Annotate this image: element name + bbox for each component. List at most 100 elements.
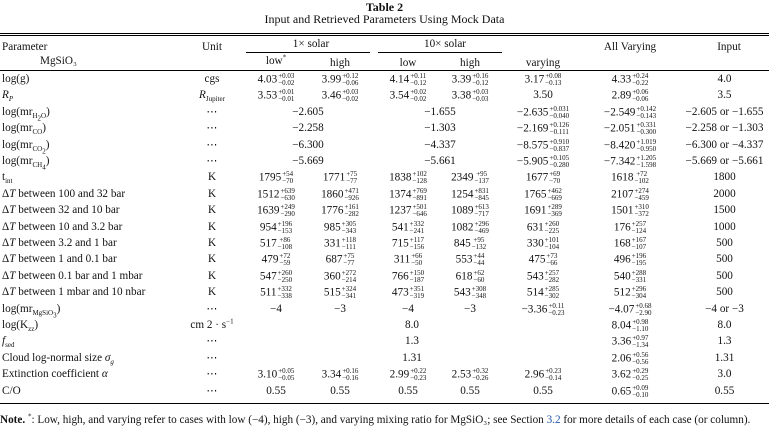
row-input: −4 or −3 [705,303,744,315]
row-value: 1838 +102 −128 [389,170,427,185]
row-unit: K [207,171,217,183]
row-value: 687 +75 −77 [325,252,355,267]
row-unit: ⋯ [206,106,218,118]
row-value: 3.46 +0.03 −0.02 [321,88,359,103]
row-unit: K [207,221,217,233]
row-value: 4.33 +0.24 −0.22 [611,72,649,87]
header-rule [0,70,769,71]
row-value: 515 +324 −341 [323,285,357,300]
row-value: 1089 +613 −717 [451,203,489,218]
row-value: −2.051 +0.331 −0.300 [603,121,657,136]
header-input: Input [717,41,741,53]
row-param: ΔT between 32 and 10 bar [2,204,120,216]
row-param: tint [2,171,13,186]
row-value: 1374 +769 −891 [389,187,427,202]
row-value: 168 +167 −107 [613,236,647,251]
row-param: ΔT between 100 and 32 bar [2,188,126,200]
row-value: −3 [464,303,476,315]
header-high-1x: high [330,57,350,69]
note-text: : Low, high, and varying refer to cases … [31,414,544,426]
row-value-center: 1.3 [405,335,419,347]
row-unit: K [207,204,217,216]
row-value: 330 +101 −104 [526,236,560,251]
row-param: log(g) [2,73,30,85]
row-value: 2.96 +0.23 −0.14 [524,367,562,382]
row-param: fsed [2,335,15,350]
row-value: 0.55 [330,385,350,397]
row-value: 0.55 [266,385,286,397]
row-input: 8.0 [717,319,732,331]
row-value: 0.65 +0.09 −0.10 [611,384,649,399]
row-param: log(Kzz) [2,319,39,334]
row-value-10x-span: −4.337 [424,139,456,151]
table-title: Input and Retrieved Parameters Using Moc… [264,12,505,26]
row-value: −8.575 +0.910 −0.837 [516,138,570,153]
row-param: C/O [2,385,21,397]
row-value: 3.38 +0.03 −0.03 [451,88,489,103]
row-value: 2.06 +0.56 −0.56 [611,351,649,366]
row-value: 1254 +831 −845 [451,187,489,202]
row-input: −6.300 or −4.337 [685,139,764,151]
header-1x-solar: 1× solar [292,38,330,50]
row-param: ΔT between 0.1 bar and 1 mbar [2,270,143,282]
header-10x-rule [378,52,502,53]
row-unit: ⋯ [206,139,218,151]
row-value: 1795 +54 −70 [258,170,294,185]
row-value: 2349 +95 −137 [451,170,489,185]
row-value: 543 +257 −282 [526,269,560,284]
row-value: 3.99 +0.12 −0.06 [321,72,359,87]
row-value: 1765 +462 −669 [524,187,562,202]
row-value: 618 +62 −60 [455,269,485,284]
row-value: 3.17 +0.08 −0.13 [524,72,562,87]
row-value-10x-span: −1.655 [424,106,456,118]
note-mark: * [27,412,32,421]
row-value: 512 +296 −304 [613,285,647,300]
row-value: 1776 +161 −282 [321,203,359,218]
row-value: 3.62 +0.29 −0.25 [611,367,649,382]
row-value: 496 +196 −195 [613,252,647,267]
row-value: −3.36 +0.11 −0.23 [521,302,565,317]
row-value-1x-span: −2.258 [292,122,324,134]
row-value: 2.89 +0.06 −0.06 [611,88,649,103]
row-unit: ⋯ [206,122,218,134]
row-value: 954 +196 −153 [259,220,293,235]
table-label: Table 2 [365,0,404,14]
header-all-varying: All Varying [603,41,657,53]
row-value: 1677 +69 −70 [525,170,561,185]
row-value: 4.14 +0.11 −0.12 [389,72,427,87]
row-value: 3.10 +0.05 −0.05 [257,367,295,382]
section-link[interactable]: 3.2 [546,414,561,426]
row-value-10x-span: −1.303 [424,122,456,134]
row-value: −5.905 +0.105 −0.280 [516,154,570,169]
row-value: 631 +260 −225 [526,220,560,235]
row-value: 2.53 +0.32 −0.26 [451,367,489,382]
row-value-center: 8.0 [405,319,419,331]
row-value: −4.07 +0.68 −2.90 [608,302,652,317]
row-value: 511 +332 −338 [260,285,292,300]
row-param: log(mrCO2) [2,139,50,156]
row-param: log(mrCO) [2,122,46,137]
row-value: 1512 +639 −630 [257,187,295,202]
row-value: 1860 +471 −926 [321,187,359,202]
top-rule [0,33,769,34]
row-unit: cm 2 · s−1 [190,317,234,331]
row-value: −2.635 +0.031 −0.040 [516,105,570,120]
row-param: ΔT between 1 and 0.1 bar [2,253,117,265]
row-value: 3.50 [533,89,553,101]
row-value: 766 +150 −187 [391,269,425,284]
row-input: −2.258 or −1.303 [685,122,764,134]
row-value: −2.549 +0.142 −0.143 [603,105,657,120]
row-value: 8.04 +0.98 −1.10 [611,318,649,333]
row-value: 543 +308 −348 [453,285,487,300]
row-value: 4.03 +0.03 −0.02 [257,72,295,87]
row-value: 517 +86 −108 [259,236,293,251]
header-low-1x: low* [265,53,287,67]
row-value: 1082 +296 −469 [451,220,489,235]
row-param: Cloud log-normal size σg [2,352,114,367]
row-value: −7.342 +1.205 −1.598 [603,154,657,169]
row-value: 845 +95 −132 [453,236,487,251]
row-value-1x-span: −6.300 [292,139,324,151]
bottom-rule [0,403,769,404]
row-param: Extinction coefficient α [2,368,108,380]
row-param: ΔT between 1 mbar and 10 nbar [2,286,146,298]
